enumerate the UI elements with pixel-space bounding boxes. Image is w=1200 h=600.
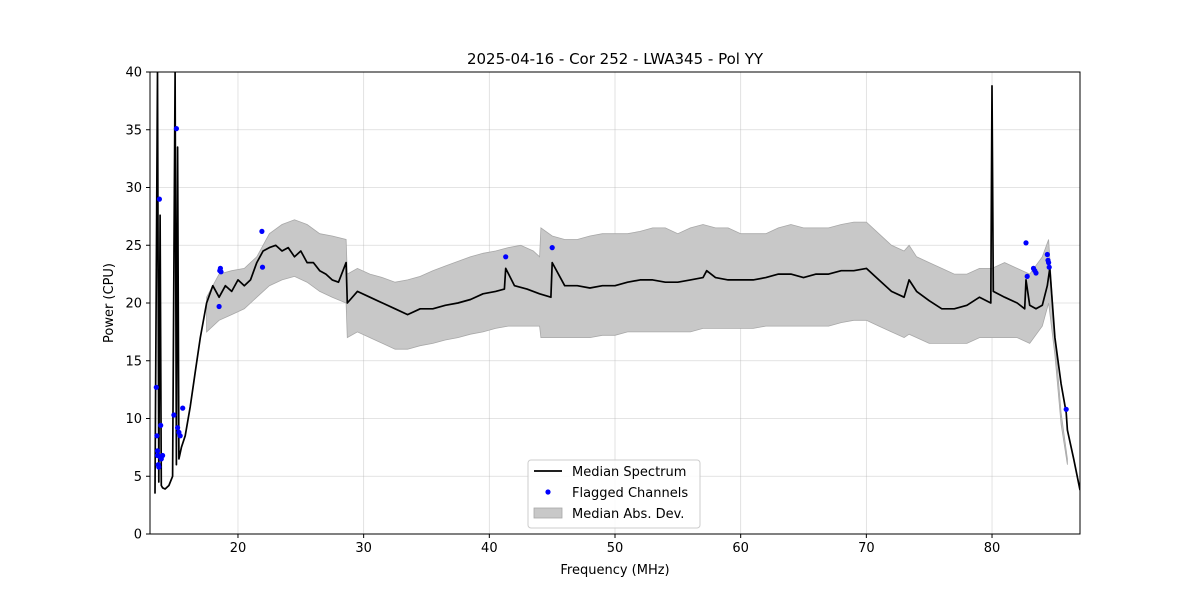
y-tick-label: 5	[134, 470, 142, 485]
flagged-channel-point	[259, 264, 266, 270]
mad-band-layer	[206, 219, 1068, 465]
flagged-channel-point	[1046, 264, 1052, 270]
flagged-channel-point	[154, 433, 160, 439]
flagged-channel-point	[154, 448, 161, 454]
y-tick-label: 40	[125, 66, 142, 81]
flagged-channel-point	[1046, 260, 1052, 266]
flagged-channel-point	[1063, 406, 1069, 412]
flagged-channel-point	[175, 425, 181, 431]
flagged-channel-point	[1033, 270, 1039, 276]
flagged-channel-point	[218, 269, 224, 275]
flagged-channel-point	[158, 422, 164, 428]
y-tick-label: 30	[125, 181, 142, 196]
legend-mad-label: Median Abs. Dev.	[572, 507, 684, 522]
flagged-channel-point	[160, 452, 166, 459]
flagged-channel-point	[259, 228, 265, 234]
x-tick-label: 50	[607, 541, 624, 556]
flagged-channel-point	[156, 196, 162, 202]
legend-flagged-label: Flagged Channels	[572, 486, 688, 501]
flagged-channel-point	[156, 464, 162, 470]
axis-ticks: 20 30 40 50 60 70 80 0 5 10 15 20 25 30 35 40	[125, 66, 1000, 557]
y-tick-label: 0	[134, 528, 142, 543]
y-tick-label: 35	[125, 123, 142, 138]
x-tick-label: 70	[858, 541, 875, 556]
flagged-channel-point	[1024, 273, 1030, 279]
x-tick-label: 40	[481, 541, 498, 556]
y-tick-label: 15	[125, 354, 142, 369]
flagged-channel-point	[1044, 251, 1050, 258]
x-tick-label: 80	[984, 541, 1001, 556]
flagged-channels-layer	[153, 126, 1069, 470]
legend: Median Spectrum Flagged Channels Median …	[527, 459, 701, 529]
mad-band	[206, 219, 1068, 465]
x-tick-label: 30	[355, 541, 372, 556]
y-tick-label: 25	[125, 239, 142, 254]
x-tick-label: 60	[732, 541, 749, 556]
y-tick-label: 10	[125, 412, 142, 427]
y-axis-label: Power (CPU)	[102, 263, 117, 343]
flagged-channel-point	[1023, 240, 1029, 246]
flagged-channel-point	[503, 254, 509, 260]
legend-flagged-swatch	[545, 489, 551, 495]
legend-median-label: Median Spectrum	[572, 465, 686, 480]
flagged-channel-point	[173, 126, 179, 132]
flagged-channel-point	[216, 303, 222, 310]
legend-mad-swatch	[533, 507, 563, 519]
x-tick-label: 20	[230, 541, 247, 556]
flagged-channel-point	[180, 405, 186, 411]
y-tick-label: 20	[125, 297, 142, 312]
flagged-channel-point	[549, 245, 555, 251]
legend-box	[527, 459, 701, 529]
median-spectrum-layer	[154, 72, 1080, 494]
flagged-channel-point	[153, 384, 159, 390]
chart-title: 2025-04-16 - Cor 252 - LWA345 - Pol YY	[467, 50, 764, 68]
x-axis-label: Frequency (MHz)	[560, 563, 669, 578]
median-spectrum-line	[154, 72, 1080, 494]
flagged-channel-point	[177, 433, 183, 439]
flagged-channel-point	[171, 412, 177, 418]
